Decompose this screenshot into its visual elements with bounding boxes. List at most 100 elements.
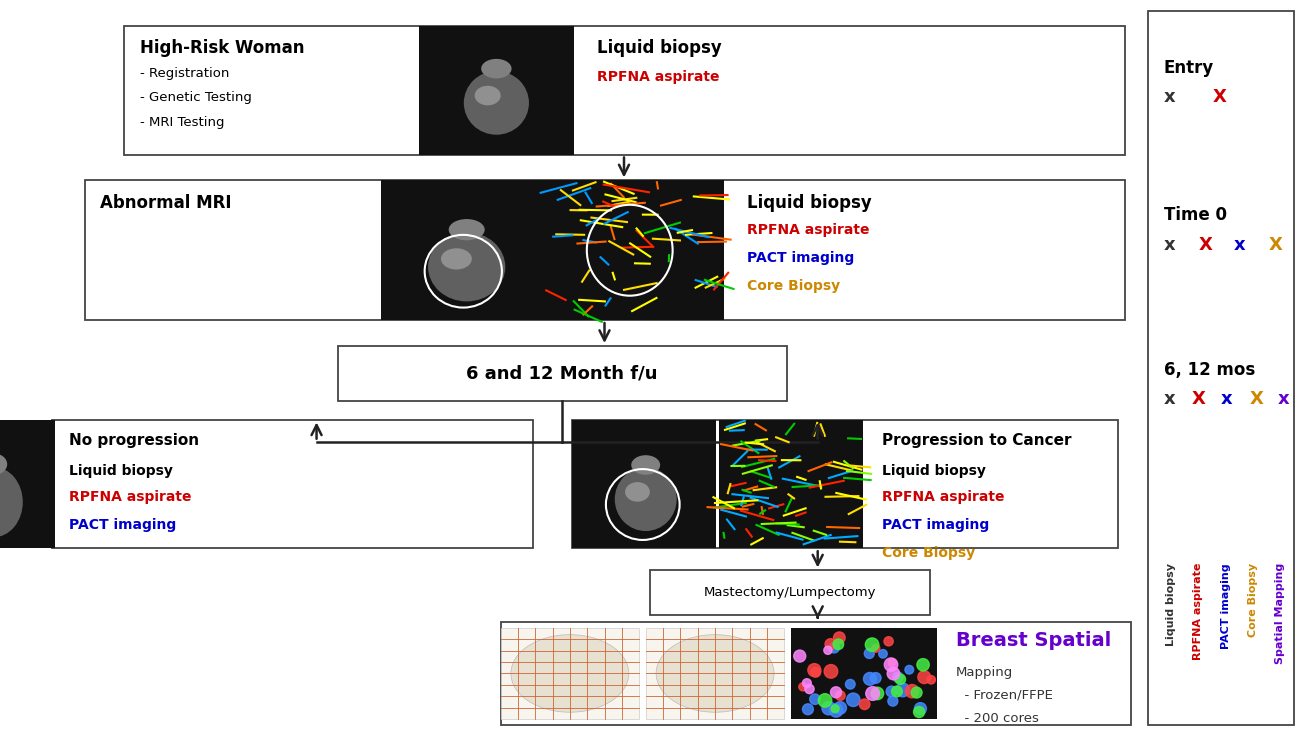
Text: Liquid biopsy: Liquid biopsy	[69, 464, 173, 478]
Text: x: x	[1234, 236, 1245, 253]
Text: Abnormal MRI: Abnormal MRI	[100, 194, 231, 211]
Text: Core Biopsy: Core Biopsy	[1248, 563, 1258, 637]
Point	[805, 693, 826, 705]
Point	[793, 681, 814, 693]
Point	[866, 643, 887, 654]
Text: - MRI Testing: - MRI Testing	[140, 116, 225, 129]
Point	[800, 683, 820, 695]
Ellipse shape	[448, 219, 485, 241]
Point	[887, 685, 907, 697]
Text: Liquid biopsy: Liquid biopsy	[1166, 563, 1177, 646]
Text: - 200 cores: - 200 cores	[956, 712, 1039, 725]
Text: Mastectomy/Lumpectomy: Mastectomy/Lumpectomy	[703, 586, 876, 599]
Text: x: x	[1278, 390, 1290, 408]
Point	[910, 703, 931, 715]
Text: PACT imaging: PACT imaging	[883, 518, 989, 532]
Point	[818, 702, 839, 714]
Text: x: x	[1164, 88, 1175, 106]
Ellipse shape	[464, 71, 529, 135]
Text: Core Biopsy: Core Biopsy	[747, 279, 841, 293]
Text: PACT imaging: PACT imaging	[747, 251, 854, 265]
Point	[872, 648, 893, 659]
Point	[881, 685, 902, 697]
FancyBboxPatch shape	[572, 420, 1118, 548]
Point	[842, 694, 863, 706]
Point	[820, 638, 841, 650]
Point	[888, 671, 909, 683]
FancyBboxPatch shape	[419, 26, 575, 155]
FancyBboxPatch shape	[52, 420, 533, 548]
FancyBboxPatch shape	[650, 570, 930, 615]
FancyBboxPatch shape	[124, 26, 1124, 155]
Point	[854, 698, 875, 710]
Point	[840, 679, 861, 690]
FancyBboxPatch shape	[790, 628, 936, 719]
Point	[883, 668, 903, 679]
FancyBboxPatch shape	[381, 180, 552, 320]
Text: Core Biopsy: Core Biopsy	[883, 546, 975, 560]
Point	[815, 695, 836, 707]
Point	[866, 672, 887, 684]
Text: RPFNA aspirate: RPFNA aspirate	[883, 490, 1005, 504]
Point	[902, 685, 923, 697]
Point	[891, 673, 911, 685]
Ellipse shape	[441, 248, 472, 269]
Point	[867, 687, 888, 699]
Text: Entry: Entry	[1164, 59, 1214, 77]
Ellipse shape	[0, 453, 8, 475]
Text: X: X	[1199, 236, 1213, 253]
FancyBboxPatch shape	[84, 180, 1124, 320]
Ellipse shape	[656, 634, 774, 712]
Point	[892, 684, 913, 696]
Text: X: X	[1269, 236, 1283, 253]
Text: Breast Spatial: Breast Spatial	[956, 631, 1112, 650]
FancyBboxPatch shape	[338, 346, 786, 401]
Text: Liquid biopsy: Liquid biopsy	[883, 464, 987, 478]
Point	[789, 650, 810, 662]
Text: X: X	[1249, 390, 1264, 408]
Text: 6, 12 mos: 6, 12 mos	[1164, 361, 1254, 378]
Point	[914, 671, 935, 683]
Text: X: X	[1192, 390, 1206, 408]
FancyBboxPatch shape	[572, 420, 715, 548]
Text: Liquid biopsy: Liquid biopsy	[747, 194, 872, 211]
FancyBboxPatch shape	[1148, 11, 1294, 725]
Text: Liquid biopsy: Liquid biopsy	[598, 39, 722, 57]
FancyBboxPatch shape	[500, 628, 640, 719]
Point	[818, 645, 839, 657]
Text: RPFNA aspirate: RPFNA aspirate	[747, 223, 870, 237]
Text: Time 0: Time 0	[1164, 206, 1226, 224]
FancyBboxPatch shape	[500, 622, 1131, 725]
Text: x: x	[1164, 390, 1175, 408]
Point	[797, 704, 818, 715]
Ellipse shape	[0, 467, 23, 537]
Point	[803, 664, 824, 676]
Text: RPFNA aspirate: RPFNA aspirate	[1193, 563, 1204, 660]
Point	[883, 696, 903, 707]
Point	[862, 639, 883, 651]
Text: PACT imaging: PACT imaging	[1221, 563, 1231, 648]
Point	[862, 687, 883, 699]
Point	[824, 642, 845, 654]
Text: High-Risk Woman: High-Risk Woman	[140, 39, 306, 57]
Point	[909, 706, 930, 718]
FancyBboxPatch shape	[646, 628, 784, 719]
Text: RPFNA aspirate: RPFNA aspirate	[69, 490, 191, 504]
FancyBboxPatch shape	[719, 420, 863, 548]
Point	[828, 638, 849, 650]
Point	[824, 703, 845, 715]
Point	[898, 664, 919, 676]
Text: - Registration: - Registration	[140, 67, 230, 80]
Point	[829, 702, 850, 714]
Text: Spatial Mapping: Spatial Mapping	[1275, 563, 1286, 665]
Ellipse shape	[625, 482, 650, 502]
Ellipse shape	[632, 455, 660, 475]
Text: x: x	[1164, 236, 1175, 253]
FancyBboxPatch shape	[0, 420, 55, 548]
Point	[859, 648, 880, 659]
Ellipse shape	[511, 634, 629, 712]
Point	[859, 673, 880, 684]
Text: X: X	[1213, 88, 1227, 106]
Text: - Frozen/FFPE: - Frozen/FFPE	[956, 688, 1053, 701]
Text: x: x	[1221, 390, 1232, 408]
